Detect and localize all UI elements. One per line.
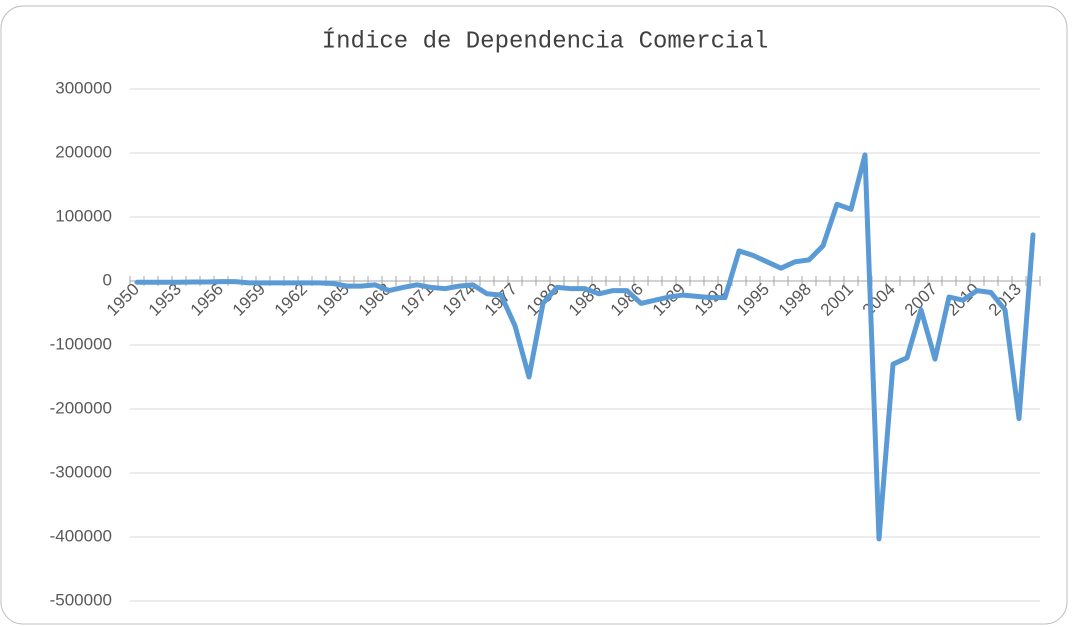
y-tick-label: 0	[103, 270, 112, 289]
y-tick-label: 200000	[55, 142, 112, 161]
y-tick-label: 100000	[55, 206, 112, 225]
y-tick-label: -200000	[50, 398, 112, 417]
y-tick-label: -100000	[50, 334, 112, 353]
y-tick-label: -300000	[50, 462, 112, 481]
chart-frame	[0, 5, 1068, 625]
y-tick-label: -400000	[50, 526, 112, 545]
data-line	[134, 152, 1036, 542]
chart-title: Índice de Dependencia Comercial	[322, 27, 768, 55]
y-tick-label: 300000	[55, 78, 112, 97]
y-tick-label: -500000	[50, 590, 112, 609]
